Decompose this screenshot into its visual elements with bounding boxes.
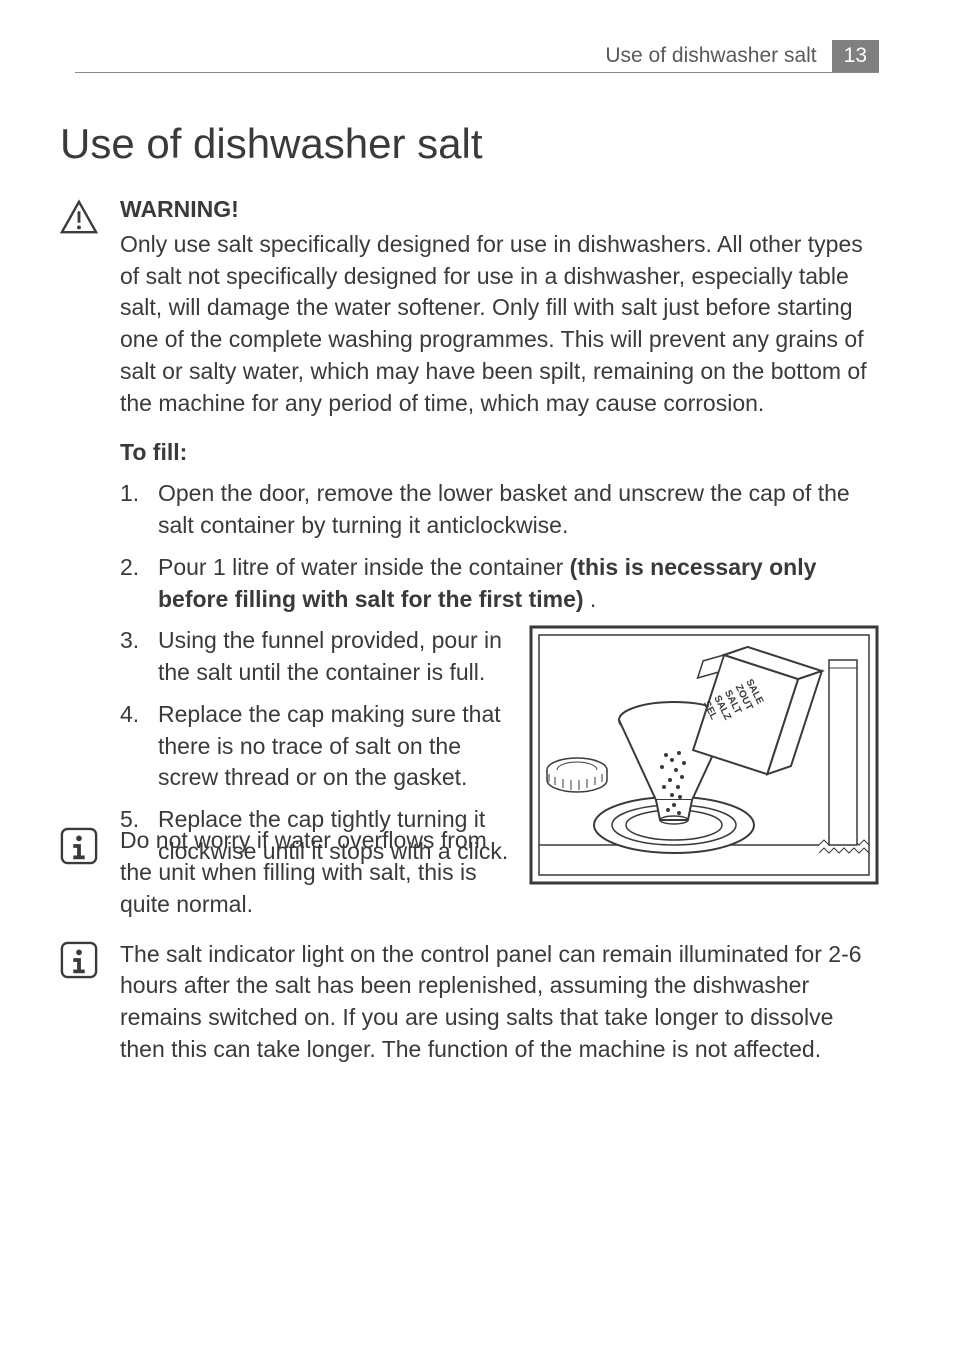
list-item: Replace the cap making sure that there i… [120, 699, 509, 794]
warning-text: Only use salt specifically designed for … [120, 229, 879, 419]
page-content: Use of dishwasher salt WARNING! Only use… [60, 120, 879, 1083]
warning-triangle-icon [60, 198, 98, 236]
to-fill-heading: To fill: [120, 439, 879, 466]
info-text-2: The salt indicator light on the control … [120, 939, 879, 1066]
page-number: 13 [832, 40, 879, 72]
info-body: Do not worry if water overflows from the… [120, 825, 490, 920]
list-item-text: Pour 1 litre of water inside the contain… [158, 552, 879, 615]
warning-body: WARNING! Only use salt specifically desi… [120, 196, 879, 885]
icon-column [60, 196, 120, 885]
illustration-svg: SALE ZOUT SALT SALZ SEL [529, 625, 879, 885]
list-item: Open the door, remove the lower basket a… [120, 478, 879, 541]
info-icon [60, 827, 98, 865]
header-section-title: Use of dishwasher salt [605, 44, 816, 68]
salt-filling-illustration: SALE ZOUT SALT SALZ SEL [529, 625, 879, 885]
warning-section: WARNING! Only use salt specifically desi… [60, 196, 879, 885]
list-item: Using the funnel provided, pour in the s… [120, 625, 509, 688]
warning-title: WARNING! [120, 196, 879, 223]
info-icon [60, 941, 98, 979]
info-text-1: Do not worry if water overflows from the… [120, 825, 490, 920]
info-note-2: The salt indicator light on the control … [60, 939, 879, 1066]
list-item-text: Using the funnel provided, pour in the s… [158, 625, 509, 688]
page-title: Use of dishwasher salt [60, 120, 879, 168]
icon-column [60, 825, 120, 920]
page-header: Use of dishwasher salt 13 [605, 40, 879, 72]
to-fill-list: Open the door, remove the lower basket a… [120, 478, 879, 615]
list-item: Pour 1 litre of water inside the contain… [120, 552, 879, 615]
header-rule [75, 72, 879, 73]
list-item-text: Replace the cap making sure that there i… [158, 699, 509, 794]
icon-column [60, 939, 120, 1066]
info-body: The salt indicator light on the control … [120, 939, 879, 1066]
list-item-text: Open the door, remove the lower basket a… [158, 478, 879, 541]
